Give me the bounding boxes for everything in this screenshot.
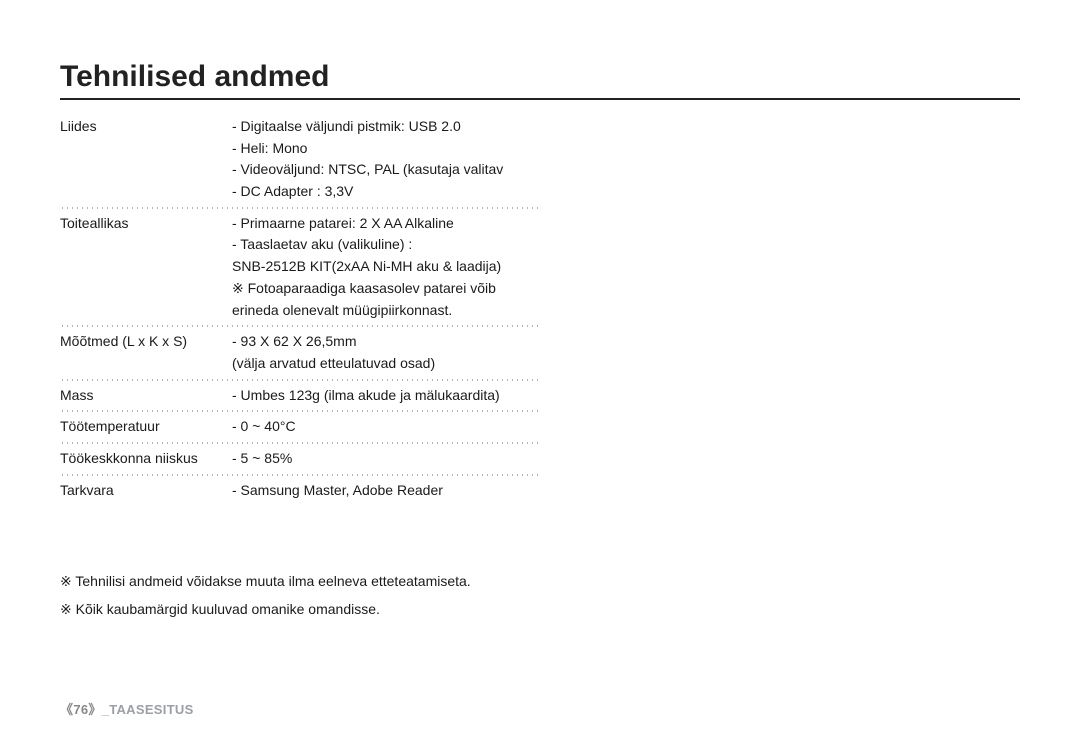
footer-section: _TAASESITUS xyxy=(102,702,194,717)
title-rule xyxy=(60,98,1020,100)
spec-value-line: SNB-2512B KIT(2xAA Ni-MH aku & laadija) xyxy=(232,256,540,278)
page-bracket-open: 《 xyxy=(60,702,73,717)
spec-row: Töötemperatuur - 0 ~ 40°C xyxy=(60,412,540,444)
spec-value-line: - 0 ~ 40°C xyxy=(232,416,540,438)
spec-label: Tarkvara xyxy=(60,480,232,502)
spec-label: Liides xyxy=(60,116,232,203)
spec-value-line: - Umbes 123g (ilma akude ja mälukaardita… xyxy=(232,385,540,407)
spec-value-line: - 5 ~ 85% xyxy=(232,448,540,470)
page: Tehnilised andmed Liides - Digitaalse vä… xyxy=(0,0,1080,746)
note-line: ※ Kõik kaubamärgid kuuluvad omanike oman… xyxy=(60,595,1020,623)
spec-value: - Samsung Master, Adobe Reader xyxy=(232,480,540,502)
spec-label: Mõõtmed (L x K x S) xyxy=(60,331,232,374)
page-bracket-close: 》 xyxy=(88,702,101,717)
spec-label: Toiteallikas xyxy=(60,213,232,321)
spec-label: Töötemperatuur xyxy=(60,416,232,438)
spec-row: Mass - Umbes 123g (ilma akude ja mälukaa… xyxy=(60,381,540,413)
spec-value-line: - Primaarne patarei: 2 X AA Alkaline xyxy=(232,213,540,235)
spec-row: Liides - Digitaalse väljundi pistmik: US… xyxy=(60,112,540,209)
note-line: ※ Tehnilisi andmeid võidakse muuta ilma … xyxy=(60,567,1020,595)
spec-value-line: - 93 X 62 X 26,5mm xyxy=(232,331,540,353)
spec-value-line: - Digitaalse väljundi pistmik: USB 2.0 xyxy=(232,116,540,138)
spec-value-line: - Heli: Mono xyxy=(232,138,540,160)
page-number: 76 xyxy=(73,702,88,717)
spec-row: Toiteallikas - Primaarne patarei: 2 X AA… xyxy=(60,209,540,327)
spec-value-line: - Taaslaetav aku (valikuline) : xyxy=(232,234,540,256)
spec-value: - 0 ~ 40°C xyxy=(232,416,540,438)
page-footer: 《76》_TAASESITUS xyxy=(60,699,194,718)
notes: ※ Tehnilisi andmeid võidakse muuta ilma … xyxy=(60,567,1020,623)
spec-row: Töökeskkonna niiskus - 5 ~ 85% xyxy=(60,444,540,476)
spec-label: Töökeskkonna niiskus xyxy=(60,448,232,470)
spec-value: - Primaarne patarei: 2 X AA Alkaline - T… xyxy=(232,213,540,321)
spec-row: Mõõtmed (L x K x S) - 93 X 62 X 26,5mm (… xyxy=(60,327,540,380)
page-title: Tehnilised andmed xyxy=(60,60,1020,94)
spec-value-line: (välja arvatud etteulatuvad osad) xyxy=(232,353,540,375)
spec-value: - 5 ~ 85% xyxy=(232,448,540,470)
spec-value-line: - Videoväljund: NTSC, PAL (kasutaja vali… xyxy=(232,159,540,181)
spec-value-line: erineda olenevalt müügipiirkonnast. xyxy=(232,300,540,322)
spec-value: - Umbes 123g (ilma akude ja mälukaardita… xyxy=(232,385,540,407)
spec-value: - 93 X 62 X 26,5mm (välja arvatud etteul… xyxy=(232,331,540,374)
specs-table: Liides - Digitaalse väljundi pistmik: US… xyxy=(60,112,540,507)
spec-value-line: - Samsung Master, Adobe Reader xyxy=(232,480,540,502)
spec-value-line: ※ Fotoaparaadiga kaasasolev patarei võib xyxy=(232,278,540,300)
spec-value-line: - DC Adapter : 3,3V xyxy=(232,181,540,203)
spec-value: - Digitaalse väljundi pistmik: USB 2.0 -… xyxy=(232,116,540,203)
spec-label: Mass xyxy=(60,385,232,407)
spec-row: Tarkvara - Samsung Master, Adobe Reader xyxy=(60,476,540,508)
